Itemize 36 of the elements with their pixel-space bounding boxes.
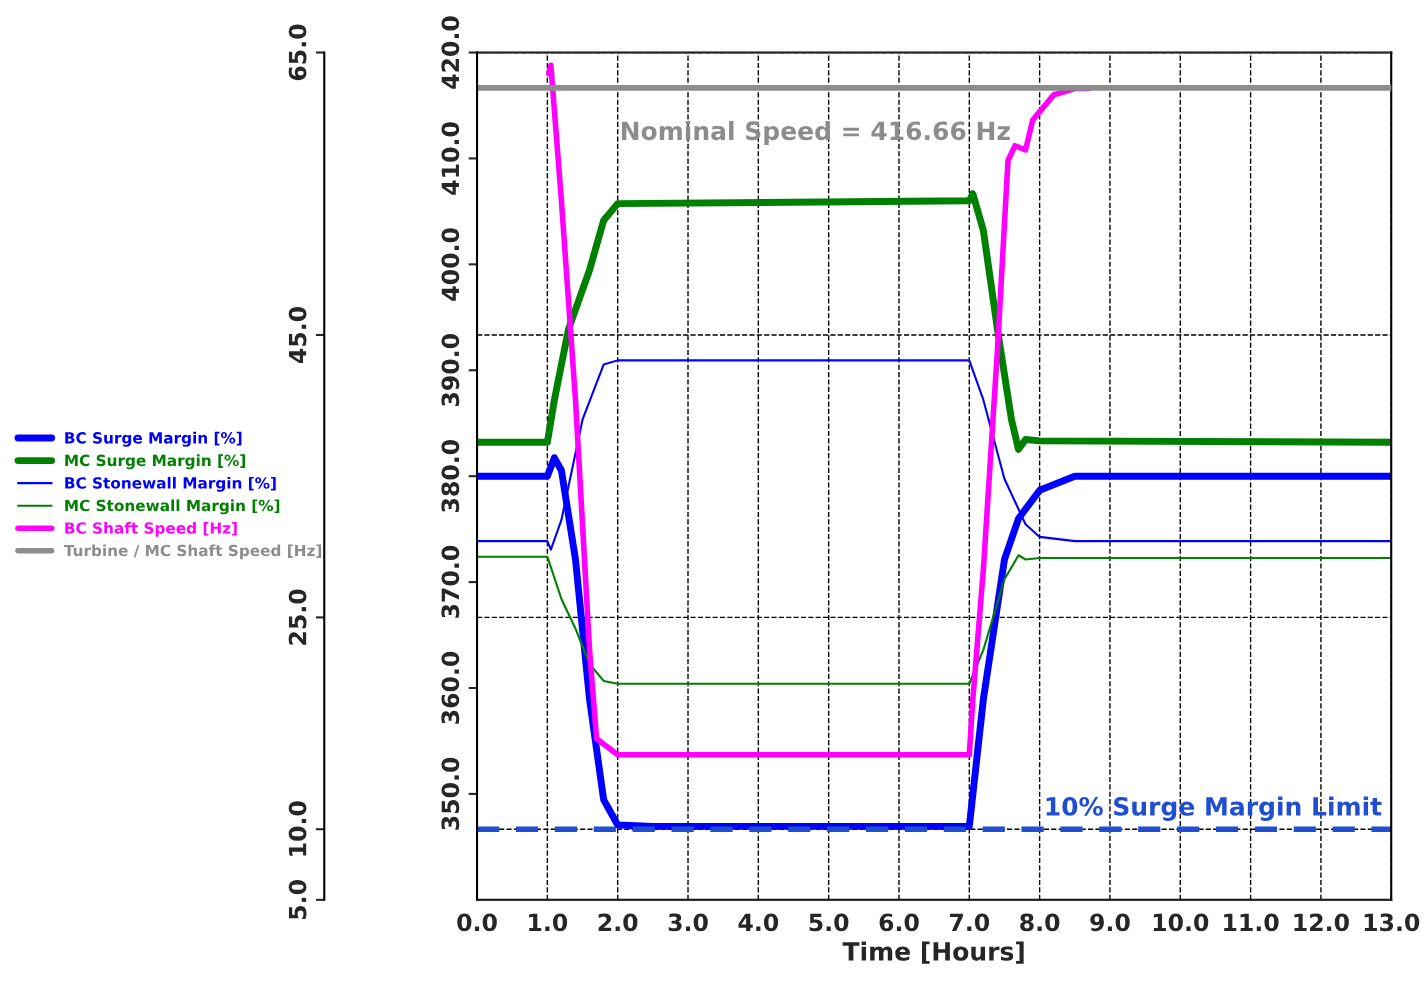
x-tick-label: 1.0	[529, 913, 568, 932]
legend-label: BC Stonewall Margin [%]	[65, 476, 276, 492]
y-tick-label: 45.0	[288, 306, 307, 364]
x-tick-label: 9.0	[1090, 913, 1130, 932]
x-tick-label: 10.0	[1153, 913, 1209, 932]
y-tick-label: 10.0	[288, 801, 307, 856]
x-tick-label: 5.0	[809, 913, 849, 932]
y-tick-label: 25.0	[288, 589, 307, 645]
legend-label: MC Stonewall Margin [%]	[65, 499, 280, 515]
legend-label: BC Shaft Speed [Hz]	[65, 521, 237, 537]
y2-tick-label: 370.0	[441, 545, 460, 618]
y2-tick-label: 400.0	[441, 228, 460, 301]
x-tick-label: 3.0	[668, 913, 708, 932]
x-tick-label: 6.0	[879, 913, 919, 932]
x-tick-label: 8.0	[1020, 913, 1060, 932]
x-tick-label: 0.0	[457, 913, 497, 932]
annotation: Nominal Speed = 416.66 Hz	[621, 120, 1010, 146]
x-tick-label: 2.0	[598, 913, 638, 932]
y2-tick-label: 390.0	[441, 334, 460, 407]
y2-tick-label: 360.0	[441, 651, 460, 724]
x-tick-label: 13.0	[1364, 913, 1420, 932]
y2-tick-label: 420.0	[441, 16, 460, 89]
legend-label: MC Surge Margin [%]	[65, 454, 245, 470]
x-tick-label: 7.0	[949, 913, 990, 932]
ref-line-label: 10% Surge Margin Limit	[1046, 796, 1382, 821]
line-series	[477, 554, 1392, 685]
legend-label: BC Surge Margin [%]	[65, 431, 242, 447]
x-axis-title: Time [Hours]	[842, 941, 1024, 964]
y-tick-label: 65.0	[288, 24, 307, 81]
y2-tick-label: 350.0	[441, 757, 460, 830]
y2-tick-label: 380.0	[441, 439, 460, 512]
y2-tick-label: 410.0	[441, 122, 460, 195]
x-tick-label: 12.0	[1294, 913, 1349, 932]
x-tick-label: 4.0	[738, 913, 779, 932]
legend-label: Turbine / MC Shaft Speed [Hz]	[63, 544, 322, 560]
x-tick-label: 11.0	[1224, 913, 1279, 932]
